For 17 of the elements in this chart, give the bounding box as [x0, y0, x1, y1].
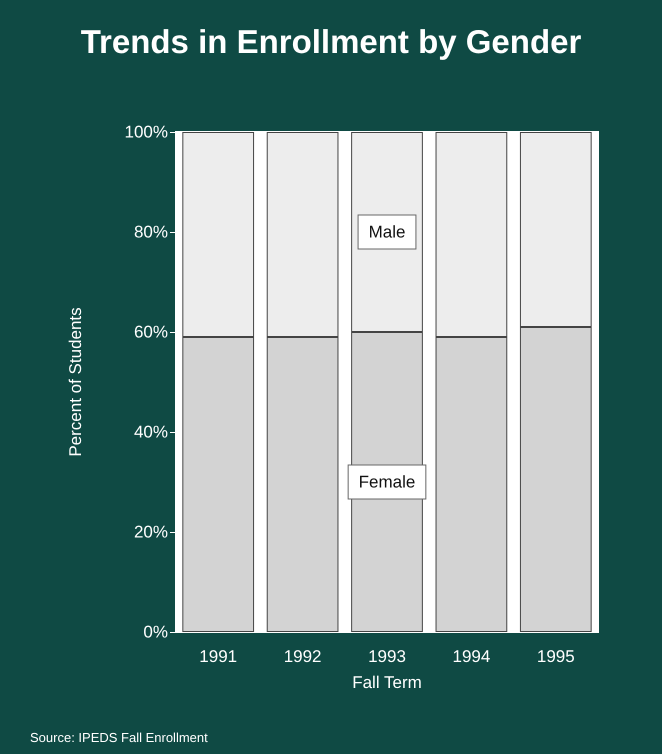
series-label: Female	[358, 472, 416, 492]
series-label: Male	[368, 222, 406, 242]
x-tick-label: 1994	[452, 647, 490, 666]
y-axis-title: Percent of Students	[66, 307, 85, 457]
source-note: Source: IPEDS Fall Enrollment	[30, 730, 208, 745]
x-tick-label: 1991	[199, 647, 238, 666]
x-tick-label: 1993	[368, 647, 406, 666]
y-tick-label: 80%	[134, 222, 168, 242]
y-tick-label: 0%	[143, 622, 168, 642]
y-tick-label: 20%	[134, 522, 168, 542]
y-tick-label: 60%	[134, 322, 168, 342]
chart-title: Trends in Enrollment by Gender	[80, 23, 582, 60]
x-axis-title: Fall Term	[352, 673, 422, 692]
x-tick-label: 1995	[536, 647, 575, 666]
x-tick-label: 1992	[284, 647, 322, 666]
y-tick-label: 100%	[124, 122, 168, 142]
y-tick-label: 40%	[134, 422, 168, 442]
